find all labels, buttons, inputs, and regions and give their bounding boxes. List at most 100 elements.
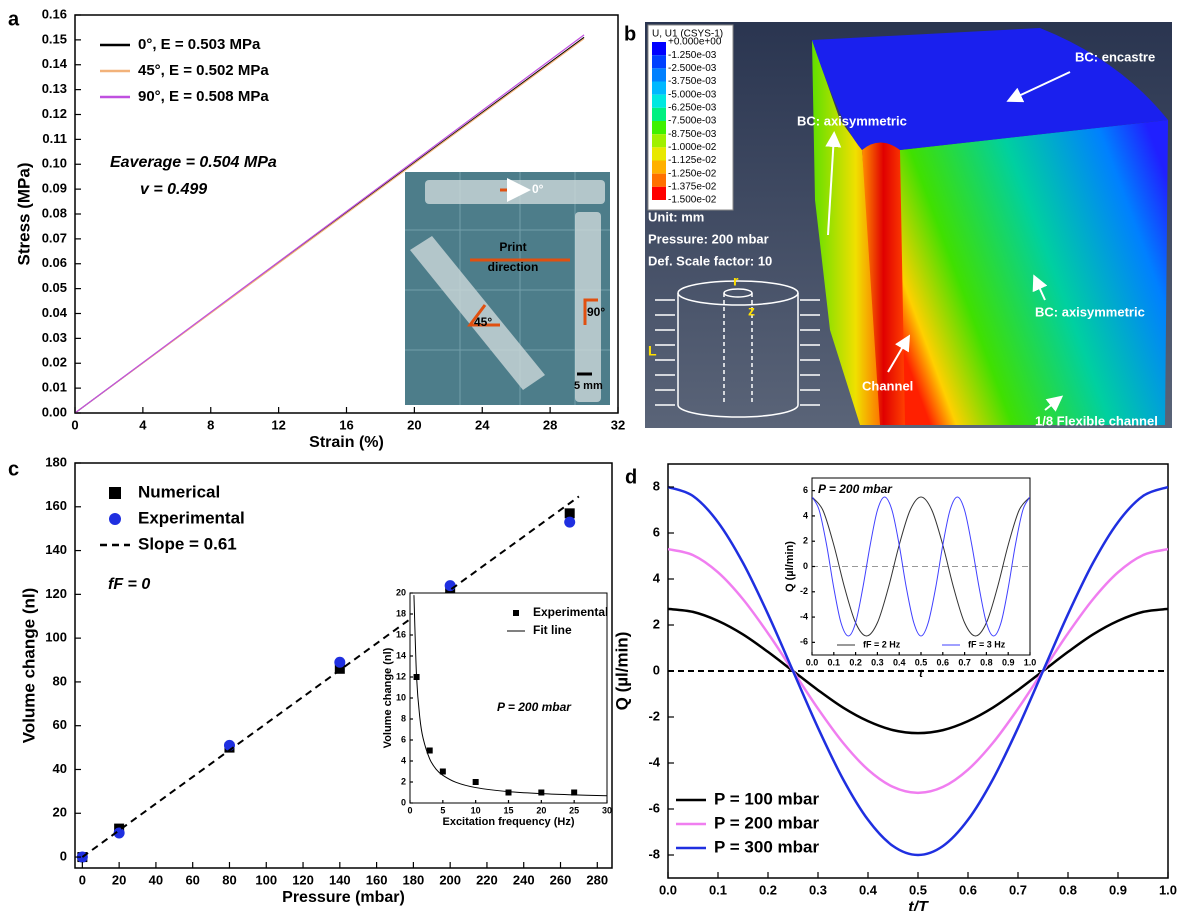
fem-annotation: BC: axisymmetric (797, 113, 907, 128)
arrow (1044, 395, 1064, 412)
annotation: P = 200 mbar (497, 700, 572, 714)
legend-label: Numerical (138, 482, 220, 501)
y-axis-label: Volume change (nl) (19, 588, 38, 744)
y-tick-label: 0.14 (42, 56, 68, 71)
series-line (668, 547, 1168, 795)
x-tick-label: 0.2 (759, 882, 777, 897)
y-tick-label: 12 (396, 671, 406, 681)
x-axis-label: Strain (%) (309, 434, 384, 451)
x-tick-label: 0.3 (871, 657, 884, 667)
y-tick-label: 0.15 (42, 31, 67, 46)
y-tick-label: 20 (396, 587, 406, 597)
x-tick-label: 30 (602, 805, 612, 815)
x-tick-label: 0.9 (1109, 882, 1127, 897)
x-tick-label: 100 (255, 872, 277, 887)
x-axis-label: Excitation frequency (Hz) (442, 816, 574, 828)
x-tick-label: 0.5 (909, 882, 927, 897)
y-tick-label: 160 (45, 498, 67, 513)
y-tick-label: -4 (648, 754, 660, 769)
x-tick-label: 0.0 (659, 882, 677, 897)
schematic-label: L (648, 343, 657, 359)
x-tick-label: 0.4 (859, 882, 878, 897)
y-tick-label: 2 (803, 536, 808, 546)
panel-label: d (625, 466, 637, 488)
y-tick-label: 6 (803, 485, 808, 495)
x-tick-label: 0.8 (1059, 882, 1077, 897)
x-tick-label: 240 (513, 872, 535, 887)
x-tick-label: 20 (112, 872, 126, 887)
y-tick-label: 0 (401, 797, 406, 807)
marker (564, 516, 576, 528)
arrow (825, 131, 842, 236)
x-tick-label: 28 (543, 417, 557, 432)
angle-mark (583, 298, 598, 325)
marker (505, 789, 512, 796)
chart: 0 20 40 60 80 100 120 140 160 180 200 220 240 260 2800… (8, 454, 613, 906)
x-tick-label: 20 (536, 805, 546, 815)
legend-label: 0°, E = 0.503 MPa (138, 36, 261, 53)
series-line (75, 34, 585, 413)
x-tick-label: 60 (185, 872, 199, 887)
y-tick-label: 100 (45, 630, 67, 645)
annotation: v = 0.499 (140, 181, 207, 198)
x-tick-label: 140 (329, 872, 351, 887)
x-tick-label: 12 (271, 417, 285, 432)
plot-frame (409, 592, 608, 804)
panel-label: b (624, 23, 636, 45)
y-tick-label: 0.01 (42, 380, 67, 395)
y-tick-label: 0.09 (42, 181, 67, 196)
colorbar-label: -7.500e-03 (668, 116, 717, 127)
schematic-label: z (748, 303, 755, 319)
y-tick-label: 140 (45, 542, 67, 557)
y-tick-label: 8 (401, 713, 406, 723)
legend-label: Experimental (138, 508, 245, 527)
annotation: P = 200 mbar (818, 482, 893, 496)
colorbar-band (652, 55, 666, 69)
x-tick-label: 0.5 (915, 657, 928, 667)
legend-label: 45°, E = 0.502 MPa (138, 62, 269, 79)
y-tick-label: 0 (60, 848, 67, 863)
inset-label: Print (499, 240, 526, 254)
y-tick-label: 6 (401, 734, 406, 744)
schematic (655, 280, 820, 418)
y-tick-label: 0.11 (42, 131, 67, 146)
y-tick-label: 6 (653, 524, 660, 539)
y-tick-label: 4 (401, 755, 406, 765)
marker (444, 580, 456, 592)
x-tick-label: 24 (475, 417, 490, 432)
legend-swatch (513, 610, 519, 616)
legend-label: fF = 3 Hz (968, 639, 1006, 649)
colorbar-band (652, 107, 666, 121)
colorbar-band (652, 42, 666, 56)
y-tick-label: 0.03 (42, 330, 67, 345)
specimen-90 (575, 212, 601, 402)
y-tick-label: 0.12 (42, 106, 67, 121)
colorbar-label: -1.500e-02 (668, 195, 717, 206)
y-tick-label: 0.02 (42, 355, 67, 370)
colorbar-label: -1.375e-02 (668, 181, 717, 192)
colorbar-label: -5.000e-03 (668, 89, 717, 100)
x-tick-label: 0.2 (849, 657, 862, 667)
colorbar-label: -6.250e-03 (668, 102, 717, 113)
inset-label: 5 mm (574, 380, 603, 392)
x-tick-label: 10 (471, 805, 481, 815)
colorbar-band (652, 147, 666, 161)
x-tick-label: 20 (407, 417, 421, 432)
colorbar-label: +0.000e+00 (668, 37, 722, 48)
x-axis-label: t/T (908, 899, 929, 911)
colorbar-label: -1.250e-02 (668, 168, 717, 179)
panel-label: c (8, 458, 19, 480)
x-tick-label: 0.4 (893, 657, 906, 667)
x-tick-label: 280 (586, 872, 608, 887)
y-tick-label: -2 (648, 708, 660, 723)
x-tick-label: 1.0 (1024, 657, 1037, 667)
x-tick-label: 0.1 (709, 882, 727, 897)
inset-label: 90° (587, 305, 605, 319)
chart: 0 4 8 12 16 20 24 28 32 0.00 0.01 0.02 0.03 0.04 0.05 0… (8, 6, 625, 451)
x-axis-label: Pressure (mbar) (282, 889, 405, 906)
colorbar-band (652, 134, 666, 148)
colorbar-band (652, 121, 666, 135)
x-tick-label: 0.6 (937, 657, 950, 667)
x-tick-label: 0.3 (809, 882, 827, 897)
y-tick-label: 0.05 (42, 280, 67, 295)
